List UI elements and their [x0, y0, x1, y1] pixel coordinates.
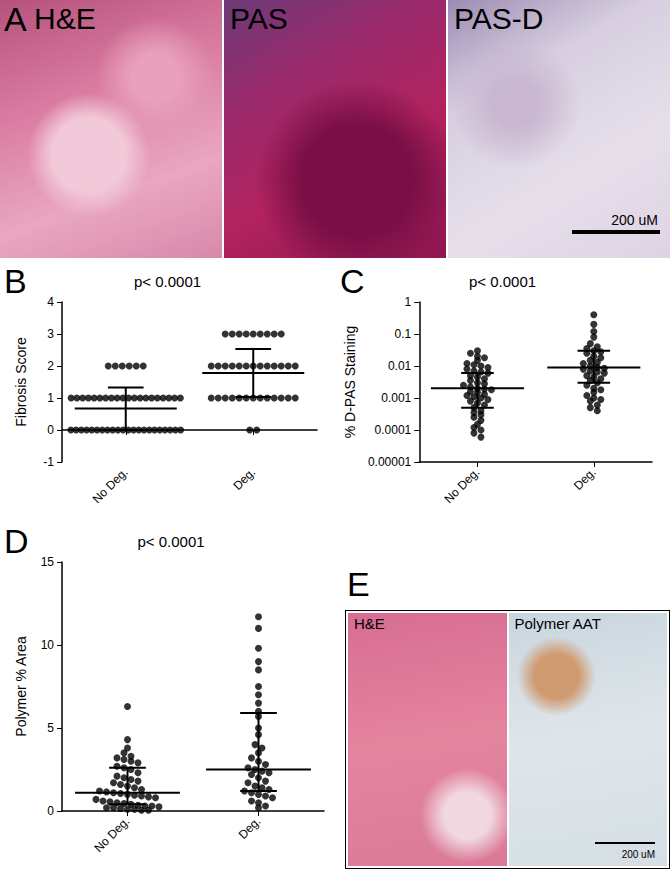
html-text:200 uM: 200 uM [611, 212, 658, 228]
svg-text:0: 0 [47, 804, 54, 818]
html-text:D: D [4, 522, 29, 560]
svg-text:0.0001: 0.0001 [375, 423, 412, 437]
svg-text:No Deg.: No Deg. [441, 465, 482, 506]
svg-text:0: 0 [47, 423, 54, 437]
svg-text:0.01: 0.01 [388, 359, 412, 373]
svg-text:0.001: 0.001 [381, 391, 411, 405]
svg-text:2: 2 [47, 359, 54, 373]
html-text:200 uM: 200 uM [621, 849, 655, 860]
svg-text:% D-PAS Staining: % D-PAS Staining [342, 326, 358, 439]
svg-text:5: 5 [47, 721, 54, 735]
svg-text:p< 0.0001: p< 0.0001 [137, 533, 204, 550]
svg-text:0.00001: 0.00001 [368, 455, 412, 469]
svg-text:p< 0.0001: p< 0.0001 [134, 273, 201, 290]
html-text:Polymer AAT: Polymer AAT [514, 615, 601, 632]
svg-text:3: 3 [47, 327, 54, 341]
svg-text:1: 1 [47, 391, 54, 405]
html-text:H&E: H&E [354, 615, 385, 632]
svg-text:Polymer % Area: Polymer % Area [13, 636, 29, 737]
html-text:PAS-D: PAS-D [454, 2, 544, 35]
svg-text:p< 0.0001: p< 0.0001 [469, 273, 536, 290]
svg-text:15: 15 [41, 555, 55, 569]
svg-text:1: 1 [405, 295, 412, 309]
svg-text:Fibrosis Score: Fibrosis Score [13, 337, 29, 427]
svg-text:No Deg.: No Deg. [91, 814, 132, 855]
html-text:E: E [347, 565, 370, 603]
svg-text:-1: -1 [43, 455, 54, 469]
html-text:B: B [4, 262, 27, 300]
svg-text:Deg.: Deg. [236, 814, 264, 842]
svg-text:10: 10 [41, 638, 55, 652]
svg-text:No Deg.: No Deg. [90, 465, 131, 506]
html-text:A H&E: A H&E [4, 0, 96, 38]
html-text:PAS: PAS [230, 2, 288, 35]
html-text:C: C [340, 262, 365, 300]
svg-text:Deg.: Deg. [571, 465, 599, 493]
svg-text:0.1: 0.1 [395, 327, 412, 341]
svg-text:Deg.: Deg. [230, 465, 258, 493]
svg-text:4: 4 [47, 295, 54, 309]
